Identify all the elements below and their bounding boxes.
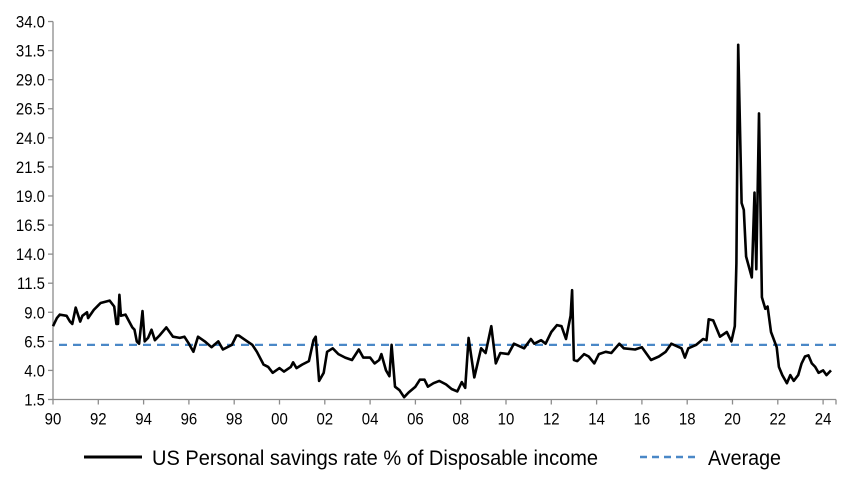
x-tick-label: 04: [362, 411, 379, 429]
y-tick-label: 19.0: [16, 188, 45, 206]
x-tick-label: 02: [316, 411, 333, 429]
x-tick-label: 24: [815, 411, 832, 429]
y-tick-label: 31.5: [16, 43, 45, 61]
x-tick-label: 12: [543, 411, 560, 429]
y-tick-label: 16.5: [16, 217, 45, 235]
x-tick-label: 08: [452, 411, 469, 429]
y-tick-label: 4.0: [24, 363, 45, 381]
y-axis: 1.5 4.0 6.5 9.0 11.5 14.0 16.5 19.0 21.5 24.0 26.5…: [16, 14, 54, 410]
y-tick-label: 9.0: [24, 304, 45, 322]
x-tick-label: 20: [724, 411, 741, 429]
x-tick-label: 92: [90, 411, 107, 429]
x-axis: 90 92 94 96 98 00 02 04 06 08 10 12 14 16 18 20 22 24: [45, 398, 837, 429]
y-tick-label: 11.5: [17, 275, 45, 293]
x-tick-label: 98: [226, 411, 243, 429]
y-tick-label: 29.0: [16, 72, 45, 90]
x-tick-label: 06: [407, 411, 424, 429]
x-tick-label: 90: [45, 411, 62, 429]
legend: US Personal savings rate % of Disposable…: [84, 447, 781, 470]
savings-rate-line: [51, 43, 832, 399]
x-tick-label: 00: [271, 411, 288, 429]
y-tick-label: 34.0: [16, 14, 45, 32]
legend-label-average: Average: [708, 447, 781, 470]
y-tick-label: 14.0: [16, 246, 45, 264]
x-tick-label: 94: [135, 411, 152, 429]
y-tick-label: 24.0: [16, 130, 45, 148]
y-tick-label: 26.5: [16, 101, 45, 119]
legend-label-savings-rate: US Personal savings rate % of Disposable…: [152, 447, 598, 470]
y-tick-label: 21.5: [16, 159, 45, 177]
x-tick-label: 22: [769, 411, 786, 429]
x-tick-label: 10: [498, 411, 515, 429]
x-tick-label: 18: [679, 411, 696, 429]
x-tick-label: 16: [634, 411, 651, 429]
x-tick-label: 96: [181, 411, 198, 429]
y-tick-label: 6.5: [24, 334, 45, 352]
y-tick-label: 1.5: [24, 392, 45, 410]
x-tick-label: 14: [588, 411, 605, 429]
